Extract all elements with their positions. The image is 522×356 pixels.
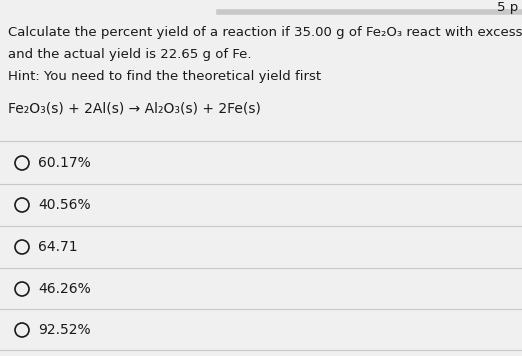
Text: 92.52%: 92.52% bbox=[38, 323, 91, 337]
Text: 46.26%: 46.26% bbox=[38, 282, 91, 296]
Text: Calculate the percent yield of a reaction if 35.00 g of Fe₂O₃ react with excess : Calculate the percent yield of a reactio… bbox=[8, 26, 522, 39]
Text: Hint: You need to find the theoretical yield first: Hint: You need to find the theoretical y… bbox=[8, 70, 321, 83]
Text: 64.71: 64.71 bbox=[38, 240, 78, 254]
Text: and the actual yield is 22.65 g of Fe.: and the actual yield is 22.65 g of Fe. bbox=[8, 48, 252, 61]
Text: 60.17%: 60.17% bbox=[38, 156, 91, 170]
Text: 40.56%: 40.56% bbox=[38, 198, 91, 212]
Text: Fe₂O₃(s) + 2Al(s) → Al₂O₃(s) + 2Fe(s): Fe₂O₃(s) + 2Al(s) → Al₂O₃(s) + 2Fe(s) bbox=[8, 101, 261, 115]
Text: 5 p: 5 p bbox=[497, 1, 518, 15]
